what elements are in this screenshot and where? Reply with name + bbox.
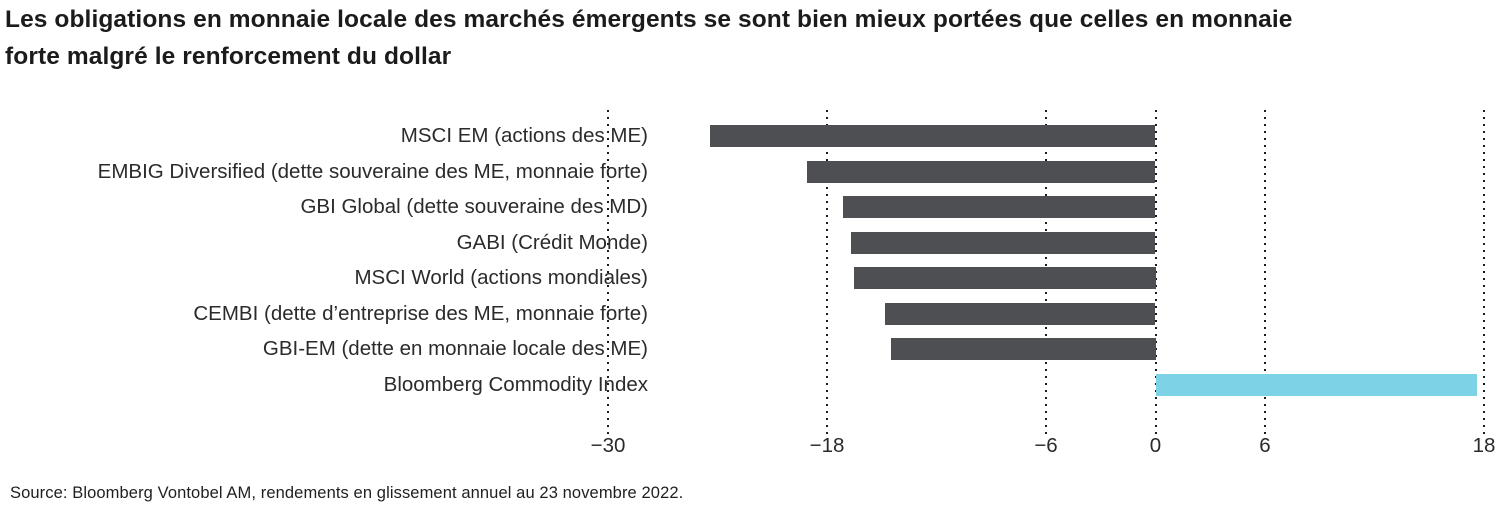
category-label: MSCI World (actions mondiales) bbox=[354, 266, 648, 290]
source-note: Source: Bloomberg Vontobel AM, rendement… bbox=[10, 484, 684, 502]
chart-title: Les obligations en monnaie locale des ma… bbox=[5, 1, 1475, 75]
category-label: CEMBI (dette d’entreprise des ME, monnai… bbox=[193, 301, 648, 325]
bar bbox=[890, 338, 1156, 361]
bar bbox=[843, 196, 1156, 219]
category-label: GABI (Crédit Monde) bbox=[456, 230, 648, 254]
bar bbox=[710, 125, 1156, 147]
x-tick-label: 18 bbox=[1472, 434, 1496, 457]
category-label: GBI-EM (dette en monnaie locale des ME) bbox=[262, 337, 648, 361]
x-tick-label: 6 bbox=[1259, 434, 1271, 457]
x-gridline bbox=[1483, 110, 1485, 435]
bar bbox=[850, 231, 1156, 254]
bar bbox=[1155, 373, 1477, 396]
x-tick-label: −18 bbox=[809, 434, 845, 457]
x-gridline bbox=[826, 110, 828, 435]
x-tick-label: −6 bbox=[1034, 434, 1058, 457]
x-gridline bbox=[607, 110, 609, 435]
bar bbox=[806, 160, 1156, 183]
x-gridline bbox=[1264, 110, 1266, 435]
chart-title-line-2: forte malgré le renforcement du dollar bbox=[5, 43, 452, 70]
chart-title-line-1: Les obligations en monnaie locale des ma… bbox=[5, 6, 1293, 33]
category-label: GBI Global (dette souveraine des MD) bbox=[300, 195, 648, 219]
x-tick-label: −30 bbox=[590, 434, 626, 457]
category-label: Bloomberg Commodity Index bbox=[383, 372, 648, 396]
category-label: EMBIG Diversified (dette souveraine des … bbox=[97, 159, 648, 183]
bar bbox=[854, 267, 1156, 290]
x-gridline bbox=[1154, 110, 1157, 435]
category-label: MSCI EM (actions des ME) bbox=[400, 124, 648, 147]
bar bbox=[885, 302, 1156, 325]
x-tick-label: 0 bbox=[1149, 434, 1162, 457]
